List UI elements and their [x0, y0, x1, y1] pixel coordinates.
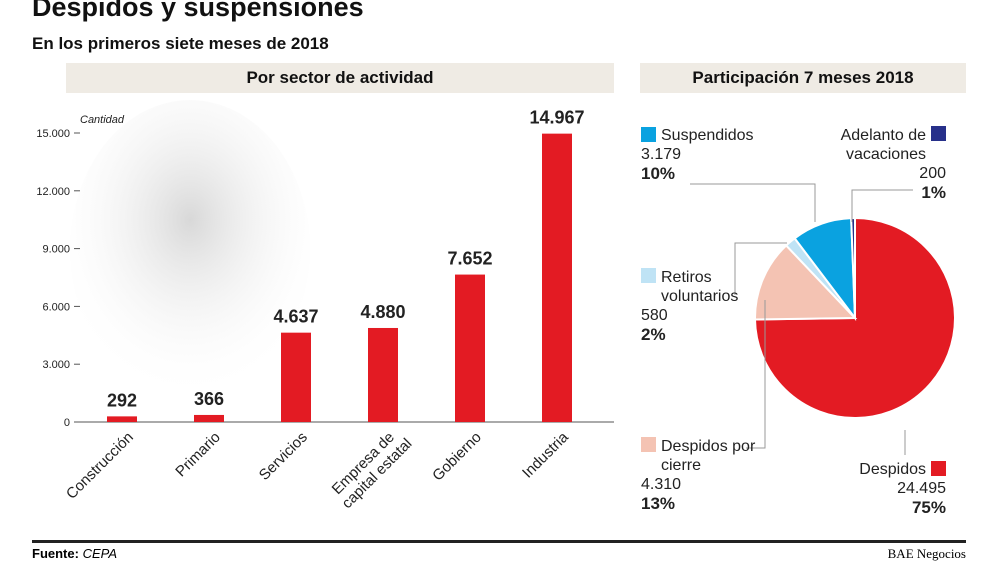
legend-adelanto: Adelanto de vacaciones 200 1%	[746, 126, 946, 203]
legend-pct: 13%	[641, 494, 676, 513]
bar-value-label: 4.880	[360, 302, 405, 322]
bar	[455, 274, 485, 422]
legend-cierre: Despidos por cierre 4.310 13%	[641, 437, 771, 514]
legend-retiros: Retiros voluntarios 580 2%	[641, 268, 761, 345]
leader-line	[690, 183, 816, 222]
x-tick-label: Primario	[172, 429, 224, 481]
y-tick-label: 6.000	[42, 301, 70, 313]
x-tick-label: Empresa decapital estatal	[327, 423, 416, 512]
pie-slice	[754, 244, 858, 321]
legend-label: Despidos	[859, 461, 926, 478]
background-photo	[70, 100, 310, 400]
legend-swatch	[641, 437, 656, 452]
legend-value: 4.310	[641, 476, 682, 493]
source: Fuente: CEPA	[32, 546, 117, 561]
source-value: CEPA	[82, 546, 118, 561]
legend-pct: 1%	[921, 183, 946, 202]
bar	[542, 133, 572, 422]
pie-slice	[850, 216, 856, 319]
brand: BAE Negocios	[887, 546, 966, 561]
bar-chart-title: Por sector de actividad	[66, 63, 614, 93]
bar	[368, 327, 398, 422]
legend-label: Adelanto de vacaciones	[840, 127, 926, 163]
y-axis-label: Cantidad	[80, 114, 125, 126]
bar-value-label: 14.967	[529, 108, 584, 128]
legend-suspendidos: Suspendidos 3.179 10%	[641, 126, 754, 184]
legend-swatch	[641, 127, 656, 142]
legend-value: 200	[919, 165, 946, 182]
pie-chart-title: Participación 7 meses 2018	[640, 63, 966, 93]
bar-value-label: 4.637	[273, 307, 318, 327]
chart-subtitle: En los primeros siete meses de 2018	[32, 34, 329, 53]
bar-value-label: 292	[107, 390, 137, 410]
bar-value-label: 7.652	[447, 249, 492, 269]
legend-pct: 75%	[911, 498, 946, 517]
y-tick-label: 0	[64, 417, 70, 429]
leader-line	[734, 242, 787, 295]
legend-value: 580	[641, 307, 668, 324]
source-label: Fuente:	[32, 546, 79, 561]
x-tick-label: Gobierno	[429, 429, 485, 485]
legend-label: Suspendidos	[661, 127, 754, 144]
y-tick-label: 9.000	[42, 244, 70, 256]
legend-swatch	[641, 268, 656, 283]
legend-swatch	[931, 126, 946, 141]
bar-value-label: 366	[194, 389, 224, 409]
legend-swatch	[931, 461, 946, 476]
leader-line	[851, 189, 913, 222]
legend-label: Retiros voluntarios	[661, 269, 739, 305]
y-tick-label: 15.000	[36, 128, 70, 140]
y-tick-label: 3.000	[42, 359, 70, 371]
x-tick-label: Industria	[519, 428, 572, 481]
bar	[194, 414, 224, 422]
y-tick-label: 12.000	[36, 186, 70, 198]
x-tick-label: Servicios	[256, 429, 311, 484]
bar	[281, 332, 311, 422]
bar	[107, 416, 137, 422]
chart-title: Despidos y suspensiones	[32, 0, 364, 22]
legend-pct: 2%	[641, 325, 666, 344]
x-tick-label: Construcción	[63, 429, 137, 503]
legend-value: 3.179	[641, 146, 682, 163]
legend-pct: 10%	[641, 164, 676, 183]
legend-label: Despidos por cierre	[661, 438, 756, 474]
legend-despidos: Despidos 24.495 75%	[859, 460, 946, 518]
footer-rule	[32, 540, 966, 543]
leader-line	[746, 300, 766, 449]
legend-value: 24.495	[897, 480, 946, 497]
